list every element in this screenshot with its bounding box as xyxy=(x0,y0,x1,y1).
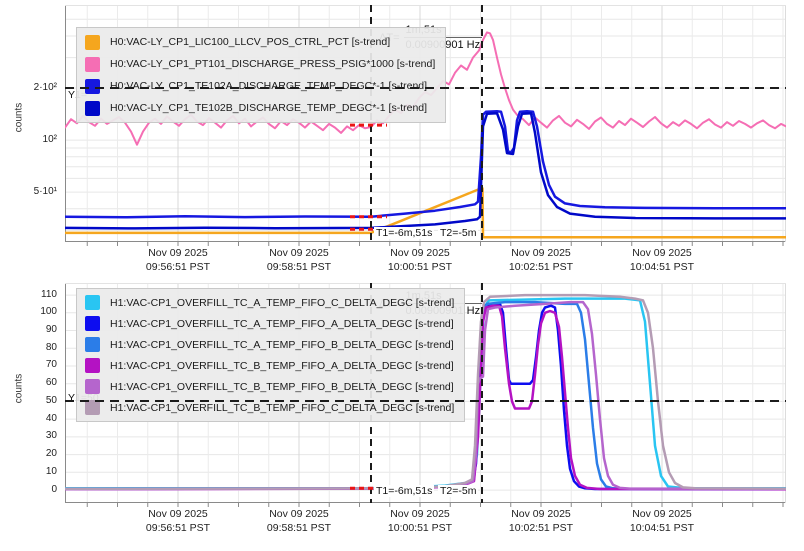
x-axis-labels: Nov 09 2025 09:56:51 PST Nov 09 2025 09:58:… xyxy=(65,247,786,277)
x-tick-date: Nov 09 2025 xyxy=(511,508,571,520)
legend-series-label: H1:VAC-CP1_OVERFILL_TC_A_TEMP_FIFO_A_DEL… xyxy=(110,317,454,330)
y-tick-label: 5·10¹ xyxy=(33,186,57,197)
t1-cursor-label: T1=-6m,51s xyxy=(374,485,435,497)
y-tick-label: 30 xyxy=(45,430,57,441)
legend-series-label: H1:VAC-CP1_OVERFILL_TC_A_TEMP_FIFO_B_DEL… xyxy=(110,338,454,351)
legend-item-3[interactable]: H1:VAC-CP1_OVERFILL_TC_B_TEMP_FIFO_A_DEL… xyxy=(85,355,454,376)
y-tick-label: 50 xyxy=(45,395,57,406)
legend: H1:VAC-CP1_OVERFILL_TC_A_TEMP_FIFO_C_DEL… xyxy=(76,288,466,422)
x-tick-label: Nov 09 2025 10:02:51 PST xyxy=(509,508,573,535)
x-tick-label: Nov 09 2025 10:02:51 PST xyxy=(509,247,573,274)
x-tick-date: Nov 09 2025 xyxy=(269,247,329,259)
x-tick-time: 10:00:51 PST xyxy=(387,260,453,273)
x-tick-time: 10:04:51 PST xyxy=(629,260,695,273)
legend-series-label: H1:VAC-CP1_OVERFILL_TC_A_TEMP_FIFO_C_DEL… xyxy=(110,296,455,309)
legend-item-4[interactable]: H1:VAC-CP1_OVERFILL_TC_B_TEMP_FIFO_B_DEL… xyxy=(85,376,454,397)
y-tick-label: 40 xyxy=(45,413,57,424)
legend-item-2[interactable]: H0:VAC-LY_CP1_TE102A_DISCHARGE_TEMP_DEGC… xyxy=(85,75,435,97)
x-tick-date: Nov 09 2025 xyxy=(148,247,208,259)
x-tick-time: 10:04:51 PST xyxy=(629,521,695,534)
y1-threshold-line[interactable] xyxy=(65,87,786,89)
trace-0[interactable] xyxy=(65,187,786,239)
y-tick-label: 10² xyxy=(42,134,57,145)
x-tick-time: 10:00:51 PST xyxy=(387,521,453,534)
trace-3[interactable] xyxy=(65,111,786,230)
series-color-swatch xyxy=(85,78,100,94)
x-axis-labels: Nov 09 2025 09:56:51 PST Nov 09 2025 09:58:… xyxy=(65,508,786,538)
x-tick-time: 09:58:51 PST xyxy=(266,521,332,534)
legend-item-1[interactable]: H0:VAC-LY_CP1_PT101_DISCHARGE_PRESS_PSIG… xyxy=(85,53,435,75)
bottom-chart-panel: counts 110 100 90 80 70 60 50 40 30 20 10 0 H1:VAC-… xyxy=(0,278,804,551)
y-tick-label: 100 xyxy=(40,306,57,317)
x-tick-label: Nov 09 2025 09:56:51 PST xyxy=(146,247,210,274)
x-tick-label: Nov 09 2025 09:56:51 PST xyxy=(146,508,210,535)
y-tick-label: 90 xyxy=(45,324,57,335)
y-tick-label: 10 xyxy=(45,466,57,477)
legend-series-label: H1:VAC-CP1_OVERFILL_TC_B_TEMP_FIFO_B_DEL… xyxy=(110,380,454,393)
x-tick-label: Nov 09 2025 09:58:51 PST xyxy=(267,508,331,535)
legend-series-label: H1:VAC-CP1_OVERFILL_TC_B_TEMP_FIFO_A_DEL… xyxy=(110,359,454,372)
y1-threshold-line[interactable] xyxy=(65,400,786,402)
series-color-swatch xyxy=(85,400,100,415)
series-color-swatch xyxy=(85,337,100,352)
legend-series-label: H0:VAC-LY_CP1_TE102B_DISCHARGE_TEMP_DEGC… xyxy=(110,102,428,114)
x-tick-date: Nov 09 2025 xyxy=(269,508,329,520)
x-tick-time: 09:56:51 PST xyxy=(145,260,211,273)
legend-item-3[interactable]: H0:VAC-LY_CP1_TE102B_DISCHARGE_TEMP_DEGC… xyxy=(85,97,435,119)
series-color-swatch xyxy=(85,295,100,310)
t2-cursor-label: T2=-5m xyxy=(438,485,479,497)
legend-item-1[interactable]: H1:VAC-CP1_OVERFILL_TC_A_TEMP_FIFO_A_DEL… xyxy=(85,313,454,334)
legend-series-label: H0:VAC-LY_CP1_LIC100_LLCV_POS_CTRL_PCT [… xyxy=(110,36,391,48)
y-tick-label: 0 xyxy=(51,484,57,495)
trace-3[interactable] xyxy=(65,304,786,491)
x-tick-time: 09:58:51 PST xyxy=(266,260,332,273)
y-tick-label: 110 xyxy=(41,289,57,300)
legend-item-0[interactable]: H0:VAC-LY_CP1_LIC100_LLCV_POS_CTRL_PCT [… xyxy=(85,31,435,53)
trace-4[interactable] xyxy=(65,300,786,491)
trace-2[interactable] xyxy=(65,109,786,219)
x-tick-date: Nov 09 2025 xyxy=(148,508,208,520)
legend-item-2[interactable]: H1:VAC-CP1_OVERFILL_TC_A_TEMP_FIFO_B_DEL… xyxy=(85,334,454,355)
x-tick-label: Nov 09 2025 10:04:51 PST xyxy=(630,508,694,535)
legend-series-label: H0:VAC-LY_CP1_TE102A_DISCHARGE_TEMP_DEGC… xyxy=(110,80,428,92)
y-tick-label: 20 xyxy=(45,448,57,459)
y-tick-label: 2·10² xyxy=(33,82,57,93)
y-tick-label: 80 xyxy=(45,342,57,353)
x-tick-label: Nov 09 2025 09:58:51 PST xyxy=(267,247,331,274)
x-tick-date: Nov 09 2025 xyxy=(390,247,450,259)
y-axis-title: counts xyxy=(13,102,25,133)
x-tick-label: Nov 09 2025 10:04:51 PST xyxy=(630,247,694,274)
legend-series-label: H0:VAC-LY_CP1_PT101_DISCHARGE_PRESS_PSIG… xyxy=(110,58,436,70)
x-tick-date: Nov 09 2025 xyxy=(390,508,450,520)
x-tick-time: 09:56:51 PST xyxy=(145,521,211,534)
t1-cursor-label: T1=-6m,51s xyxy=(374,227,435,239)
series-color-swatch xyxy=(85,56,100,72)
x-tick-label: Nov 09 2025 10:00:51 PST xyxy=(388,508,452,535)
legend-item-0[interactable]: H1:VAC-CP1_OVERFILL_TC_A_TEMP_FIFO_C_DEL… xyxy=(85,292,454,313)
series-color-swatch xyxy=(85,316,100,331)
x-tick-time: 10:02:51 PST xyxy=(508,521,574,534)
x-tick-date: Nov 09 2025 xyxy=(511,247,571,259)
t2-cursor-label: T2=-5m xyxy=(438,227,479,239)
x-tick-date: Nov 09 2025 xyxy=(632,508,692,520)
legend: H0:VAC-LY_CP1_LIC100_LLCV_POS_CTRL_PCT [… xyxy=(76,27,447,123)
legend-series-label: H1:VAC-CP1_OVERFILL_TC_B_TEMP_FIFO_C_DEL… xyxy=(110,401,455,414)
x-tick-time: 10:02:51 PST xyxy=(508,260,574,273)
y-tick-label: 70 xyxy=(45,359,57,370)
x-tick-label: Nov 09 2025 10:00:51 PST xyxy=(388,247,452,274)
series-color-swatch xyxy=(85,100,100,116)
legend-item-5[interactable]: H1:VAC-CP1_OVERFILL_TC_B_TEMP_FIFO_C_DEL… xyxy=(85,397,454,418)
top-chart-panel: counts 2·10² 10² 5·10¹ H0:VAC-LY_CP1_LIC10… xyxy=(13,5,786,277)
series-color-swatch xyxy=(85,358,100,373)
trace-5[interactable] xyxy=(65,293,786,491)
x-tick-date: Nov 09 2025 xyxy=(632,247,692,259)
y-tick-label: 60 xyxy=(45,377,57,388)
series-color-swatch xyxy=(85,34,100,50)
series-color-swatch xyxy=(85,379,100,394)
